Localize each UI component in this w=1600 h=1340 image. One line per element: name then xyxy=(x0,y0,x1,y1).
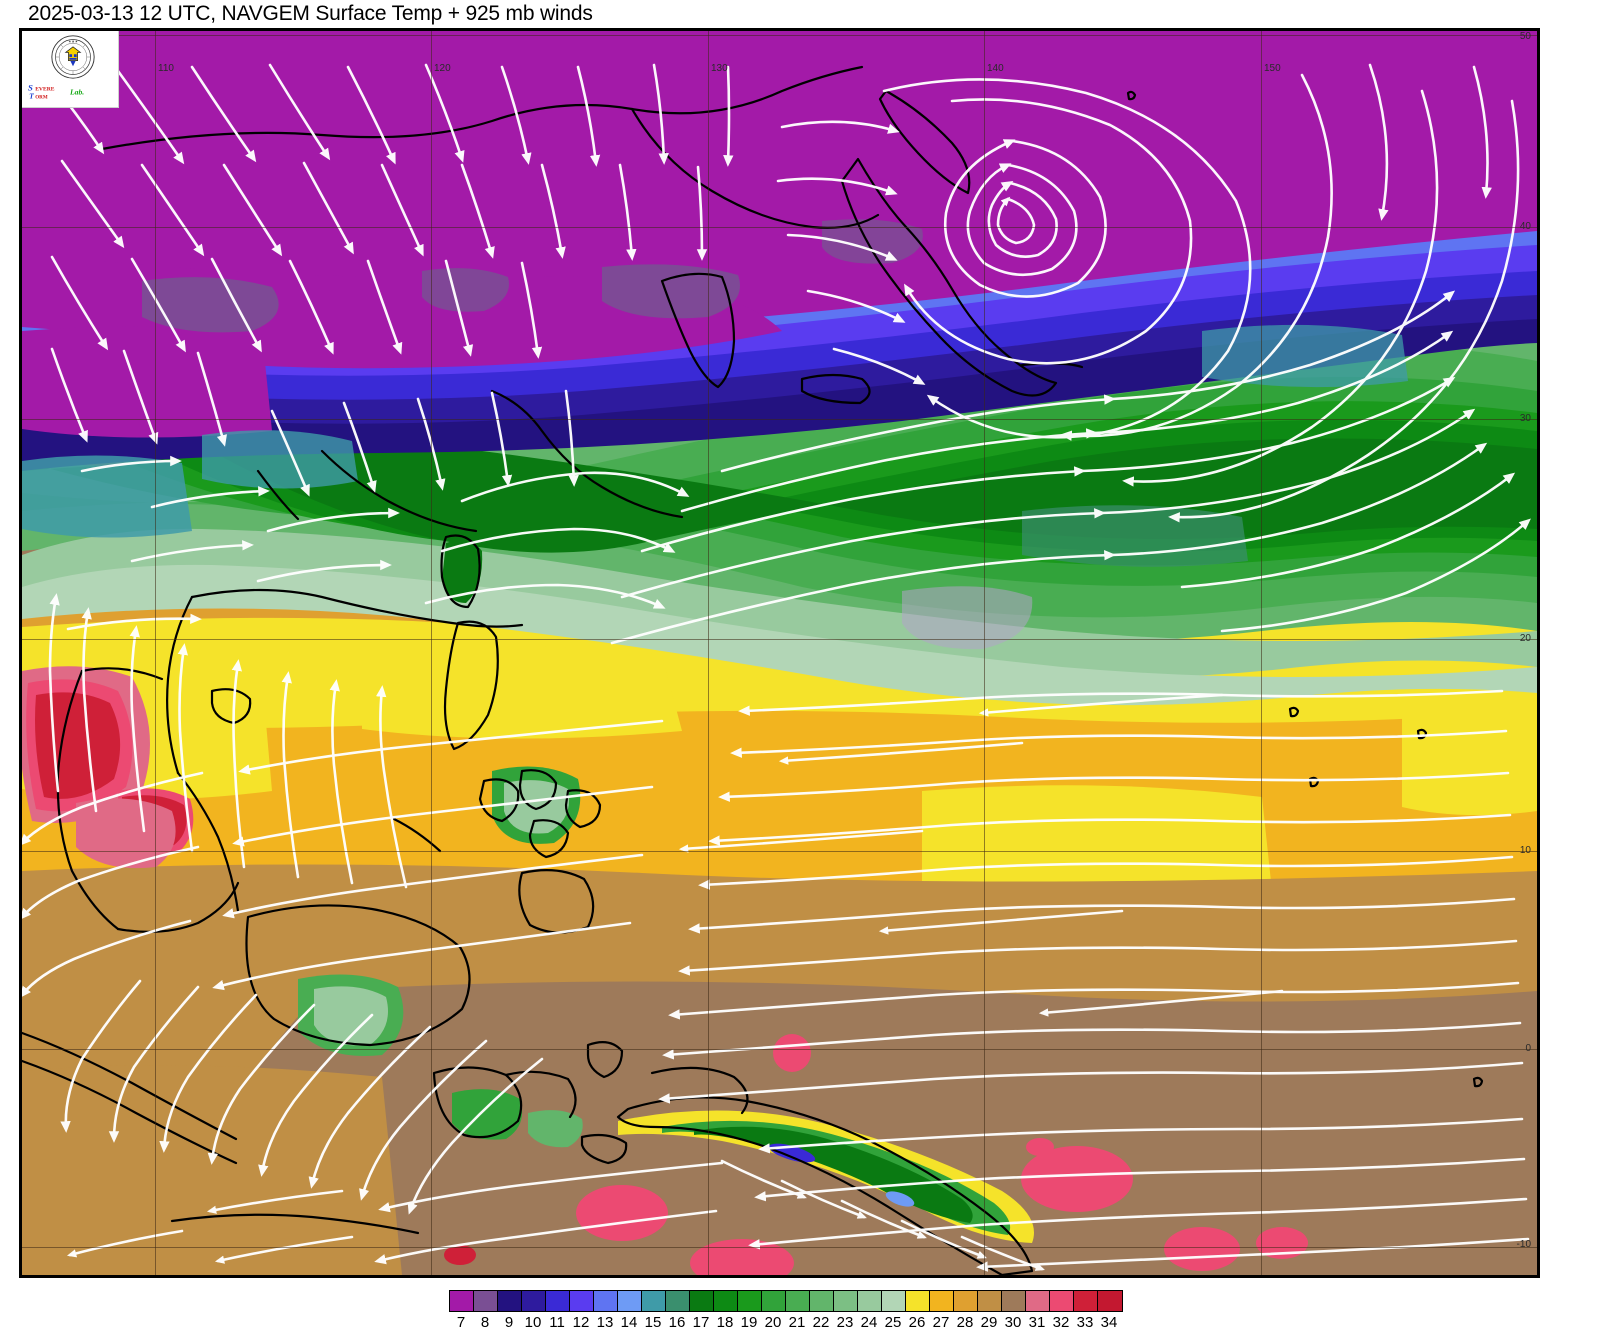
colorbar-tick-25: 25 xyxy=(884,1314,902,1331)
colorbar-segment-17 xyxy=(690,1291,714,1311)
lat-label-20: 20 xyxy=(1519,633,1531,644)
colorbar-segment-10 xyxy=(522,1291,546,1311)
colorbar-tick-28: 28 xyxy=(956,1314,974,1331)
logo-lab-text: Lab. xyxy=(69,88,84,97)
colorbar-tick-labels: 7 8 9 10 11 12 13 14 15 16 17 18 19 20 21 22 23 24 25 26 27 2… xyxy=(449,1314,1123,1336)
colorbar-segment-14 xyxy=(618,1291,642,1311)
logo-wordmark: S EVERE T ORM Lab. xyxy=(28,82,84,101)
colorbar-segment-30 xyxy=(1002,1291,1026,1311)
colorbar-tick-17: 17 xyxy=(692,1314,710,1331)
logo-s-letter: S xyxy=(28,82,33,92)
parallel-30 xyxy=(22,419,1537,420)
page-title: 2025-03-13 12 UTC, NAVGEM Surface Temp +… xyxy=(28,2,593,25)
lon-label-140: 140 xyxy=(987,63,1004,74)
meridian-110 xyxy=(155,31,156,1275)
colorbar-segment-25 xyxy=(882,1291,906,1311)
colorbar-segment-28 xyxy=(954,1291,978,1311)
seal-icon: ★ ★ ★ xyxy=(51,35,95,79)
svg-text:★ ★ ★: ★ ★ ★ xyxy=(69,39,78,43)
colorbar-tick-27: 27 xyxy=(932,1314,950,1331)
colorbar-tick-11: 11 xyxy=(549,1314,565,1331)
lat-label-40: 40 xyxy=(1519,221,1531,232)
colorbar-tick-29: 29 xyxy=(980,1314,998,1331)
colorbar-segment-19 xyxy=(738,1291,762,1311)
lat-label-0: 0 xyxy=(1525,1043,1531,1054)
weather-map[interactable]: 110 120 130 140 150 50 40 30 20 10 0 -10… xyxy=(19,28,1540,1278)
colorbar-tick-15: 15 xyxy=(644,1314,662,1331)
colorbar-tick-22: 22 xyxy=(812,1314,830,1331)
meridian-120 xyxy=(431,31,432,1275)
parallel-0 xyxy=(22,1049,1537,1050)
meridian-130 xyxy=(708,31,709,1275)
colorbar-segment-7 xyxy=(450,1291,474,1311)
logo-orm-text: ORM xyxy=(35,95,48,101)
lon-label-130: 130 xyxy=(711,63,728,74)
colorbar-tick-33: 33 xyxy=(1076,1314,1094,1331)
parallel-40 xyxy=(22,227,1537,228)
colorbar-tick-13: 13 xyxy=(596,1314,614,1331)
colorbar-segment-20 xyxy=(762,1291,786,1311)
colorbar-tick-16: 16 xyxy=(668,1314,686,1331)
lon-label-120: 120 xyxy=(434,63,451,74)
colorbar-segment-27 xyxy=(930,1291,954,1311)
meridian-140 xyxy=(984,31,985,1275)
colorbar-strip xyxy=(449,1290,1123,1312)
colorbar-segment-8 xyxy=(474,1291,498,1311)
colorbar-segment-34 xyxy=(1098,1291,1122,1311)
parallel-50 xyxy=(22,35,1537,36)
colorbar-segment-11 xyxy=(546,1291,570,1311)
colorbar-tick-30: 30 xyxy=(1004,1314,1022,1331)
colorbar-tick-20: 20 xyxy=(764,1314,782,1331)
colorbar-segment-15 xyxy=(642,1291,666,1311)
colorbar-segment-16 xyxy=(666,1291,690,1311)
parallel-minus10 xyxy=(22,1247,1537,1248)
lat-label-50: 50 xyxy=(1519,31,1531,42)
colorbar-tick-31: 31 xyxy=(1028,1314,1046,1331)
colorbar-tick-9: 9 xyxy=(504,1314,514,1331)
lon-label-150: 150 xyxy=(1264,63,1281,74)
lat-label-minus10: -10 xyxy=(1516,1239,1531,1250)
colorbar-tick-14: 14 xyxy=(620,1314,638,1331)
colorbar-tick-26: 26 xyxy=(908,1314,926,1331)
severe-storm-lab-logo[interactable]: ★ ★ ★ S EVERE T ORM Lab. xyxy=(22,31,119,108)
colorbar-segment-29 xyxy=(978,1291,1002,1311)
colorbar-segment-31 xyxy=(1026,1291,1050,1311)
logo-evere-text: EVERE xyxy=(35,86,55,92)
lat-label-10: 10 xyxy=(1519,845,1531,856)
colorbar-tick-10: 10 xyxy=(524,1314,542,1331)
colorbar-segment-26 xyxy=(906,1291,930,1311)
colorbar-segment-22 xyxy=(810,1291,834,1311)
temperature-colorbar[interactable]: 7 8 9 10 11 12 13 14 15 16 17 18 19 20 21 22 23 24 25 26 27 2… xyxy=(449,1290,1123,1336)
colorbar-segment-33 xyxy=(1074,1291,1098,1311)
colorbar-tick-21: 21 xyxy=(788,1314,806,1331)
colorbar-tick-34: 34 xyxy=(1100,1314,1118,1331)
colorbar-segment-24 xyxy=(858,1291,882,1311)
colorbar-segment-12 xyxy=(570,1291,594,1311)
colorbar-segment-18 xyxy=(714,1291,738,1311)
parallel-20 xyxy=(22,639,1537,640)
colorbar-tick-32: 32 xyxy=(1052,1314,1070,1331)
colorbar-segment-32 xyxy=(1050,1291,1074,1311)
map-canvas xyxy=(22,31,1537,1275)
colorbar-segment-21 xyxy=(786,1291,810,1311)
colorbar-segment-9 xyxy=(498,1291,522,1311)
colorbar-tick-12: 12 xyxy=(572,1314,590,1331)
colorbar-tick-8: 8 xyxy=(480,1314,490,1331)
colorbar-tick-19: 19 xyxy=(740,1314,758,1331)
colorbar-tick-7: 7 xyxy=(456,1314,466,1331)
colorbar-segment-13 xyxy=(594,1291,618,1311)
meridian-150 xyxy=(1261,31,1262,1275)
lat-label-30: 30 xyxy=(1519,413,1531,424)
logo-t-letter: T xyxy=(29,92,34,101)
colorbar-segment-23 xyxy=(834,1291,858,1311)
colorbar-tick-18: 18 xyxy=(716,1314,734,1331)
colorbar-tick-24: 24 xyxy=(860,1314,878,1331)
colorbar-tick-23: 23 xyxy=(836,1314,854,1331)
parallel-10 xyxy=(22,851,1537,852)
lon-label-110: 110 xyxy=(158,63,174,74)
